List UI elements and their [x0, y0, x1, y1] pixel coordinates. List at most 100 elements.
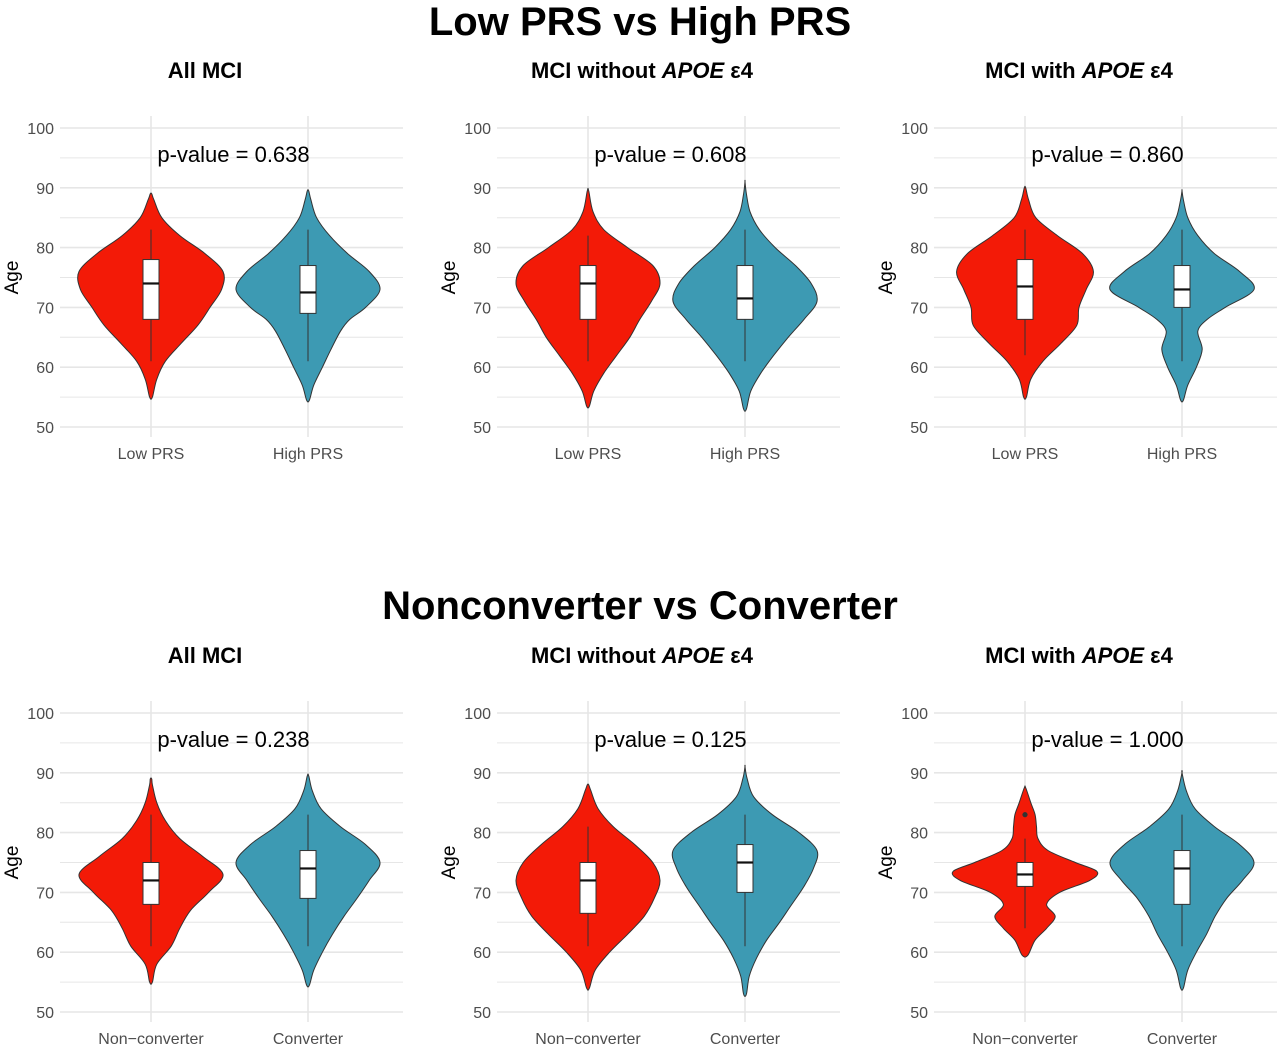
- y-tick-label: 60: [910, 360, 928, 377]
- y-tick-label: 70: [910, 300, 928, 317]
- y-tick-label: 90: [473, 766, 491, 783]
- y-tick-label: 50: [36, 420, 54, 437]
- panel-title: MCI without APOE ε4: [437, 58, 847, 84]
- chart-panel: MCI with APOE ε4 50 60 70 80 90 100 Age p-value …: [874, 58, 1280, 463]
- x-tick-label: Non−converter: [535, 1031, 641, 1048]
- y-tick-label: 80: [910, 241, 928, 258]
- section-title-converter: Nonconverter vs Converter: [382, 584, 898, 628]
- x-tick-label: Low PRS: [992, 446, 1059, 463]
- x-tick-label: Converter: [1147, 1031, 1218, 1048]
- panel-title-gene: APOE: [661, 58, 725, 83]
- panel-title-text: MCI with: [985, 643, 1082, 668]
- y-tick-label: 90: [910, 181, 928, 198]
- y-tick-label: 60: [36, 945, 54, 962]
- y-tick-label: 60: [36, 360, 54, 377]
- y-tick-label: 100: [901, 121, 928, 138]
- x-tick-label: Non−converter: [972, 1031, 1078, 1048]
- chart-panel: All MCI 50 60 70 80 90 100 Age p-value = 0.638 Lo…: [0, 58, 410, 463]
- y-tick-label: 80: [36, 826, 54, 843]
- y-tick-label: 50: [36, 1005, 54, 1022]
- y-axis-label: Age: [876, 846, 897, 880]
- panel-title-text: MCI without: [531, 643, 662, 668]
- y-tick-label: 70: [473, 300, 491, 317]
- y-tick-label: 50: [910, 1005, 928, 1022]
- chart-panel: MCI without APOE ε4 50 60 70 80 90 100 Age p-val…: [437, 58, 847, 463]
- panel-title-gene: APOE: [1081, 643, 1145, 668]
- x-tick-label: Converter: [273, 1031, 344, 1048]
- y-axis-label: Age: [2, 261, 23, 295]
- box-iqr: [1173, 265, 1191, 308]
- panel-title: All MCI: [0, 58, 410, 84]
- y-tick-label: 80: [473, 241, 491, 258]
- y-tick-label: 100: [464, 121, 491, 138]
- y-tick-label: 90: [36, 766, 54, 783]
- box-iqr: [579, 265, 597, 320]
- box-iqr: [142, 259, 160, 320]
- panel-title: MCI with APOE ε4: [874, 58, 1280, 84]
- box-iqr: [1173, 850, 1191, 905]
- panel-title-text: MCI without: [531, 58, 662, 83]
- section-title-prs: Low PRS vs High PRS: [428, 0, 852, 44]
- y-tick-label: 80: [910, 826, 928, 843]
- panel-title-allele: ε4: [724, 58, 753, 83]
- panel-title: MCI without APOE ε4: [437, 643, 847, 669]
- outlier-point: [1022, 812, 1028, 818]
- p-value-annotation: p-value = 0.638: [157, 142, 309, 167]
- panel-title-gene: APOE: [1081, 58, 1145, 83]
- box-iqr: [1016, 259, 1034, 320]
- y-tick-label: 50: [473, 420, 491, 437]
- y-axis-label: Age: [876, 261, 897, 295]
- violin-plot: 50 60 70 80 90 100 Age p-value = 0.608 Low PRS Hi…: [439, 116, 840, 463]
- x-tick-label: Converter: [710, 1031, 781, 1048]
- panel-title-allele: ε4: [1144, 58, 1173, 83]
- panel-title-allele: ε4: [724, 643, 753, 668]
- violin-plot: 50 60 70 80 90 100 Age p-value = 0.860 Low PRS Hi…: [876, 116, 1277, 463]
- panel-title-text: MCI with: [985, 58, 1082, 83]
- box-iqr: [736, 265, 754, 320]
- y-tick-label: 90: [36, 181, 54, 198]
- y-tick-label: 100: [27, 121, 54, 138]
- y-tick-label: 100: [901, 706, 928, 723]
- y-tick-label: 80: [36, 241, 54, 258]
- y-axis-label: Age: [439, 261, 460, 295]
- chart-panel: MCI with APOE ε4 50 60 70 80 90 100 Age p-value …: [874, 643, 1280, 1048]
- y-tick-label: 50: [473, 1005, 491, 1022]
- y-tick-label: 70: [473, 885, 491, 902]
- x-tick-label: High PRS: [273, 446, 343, 463]
- p-value-annotation: p-value = 0.238: [157, 727, 309, 752]
- box-iqr: [579, 862, 597, 914]
- y-tick-label: 60: [473, 945, 491, 962]
- y-tick-label: 70: [910, 885, 928, 902]
- box-iqr: [142, 862, 160, 905]
- p-value-annotation: p-value = 0.608: [594, 142, 746, 167]
- box-iqr: [299, 265, 317, 314]
- x-tick-label: Low PRS: [555, 446, 622, 463]
- y-axis-label: Age: [439, 846, 460, 880]
- panel-title-text: All MCI: [167, 58, 243, 83]
- y-tick-label: 70: [36, 300, 54, 317]
- panel-title-allele: ε4: [1144, 643, 1173, 668]
- y-tick-label: 60: [473, 360, 491, 377]
- panel-title: All MCI: [0, 643, 410, 669]
- x-tick-label: Non−converter: [98, 1031, 204, 1048]
- violin-plot: 50 60 70 80 90 100 Age p-value = 0.125 Non−conve…: [439, 701, 840, 1048]
- p-value-annotation: p-value = 0.860: [1031, 142, 1183, 167]
- y-tick-label: 100: [27, 706, 54, 723]
- y-tick-label: 80: [473, 826, 491, 843]
- chart-panel: MCI without APOE ε4 50 60 70 80 90 100 Age p-val…: [437, 643, 847, 1048]
- y-tick-label: 50: [910, 420, 928, 437]
- y-tick-label: 70: [36, 885, 54, 902]
- violin-plot: 50 60 70 80 90 100 Age p-value = 0.238 Non−conve…: [2, 701, 403, 1048]
- p-value-annotation: p-value = 1.000: [1031, 727, 1183, 752]
- box-iqr: [736, 844, 754, 893]
- p-value-annotation: p-value = 0.125: [594, 727, 746, 752]
- y-tick-label: 90: [910, 766, 928, 783]
- violin-plot: 50 60 70 80 90 100 Age p-value = 1.000 Non−conve…: [876, 701, 1277, 1048]
- y-tick-label: 60: [910, 945, 928, 962]
- y-axis-label: Age: [2, 846, 23, 880]
- x-tick-label: High PRS: [710, 446, 780, 463]
- x-tick-label: High PRS: [1147, 446, 1217, 463]
- panel-title-text: All MCI: [167, 643, 243, 668]
- x-tick-label: Low PRS: [118, 446, 185, 463]
- box-iqr: [299, 850, 317, 899]
